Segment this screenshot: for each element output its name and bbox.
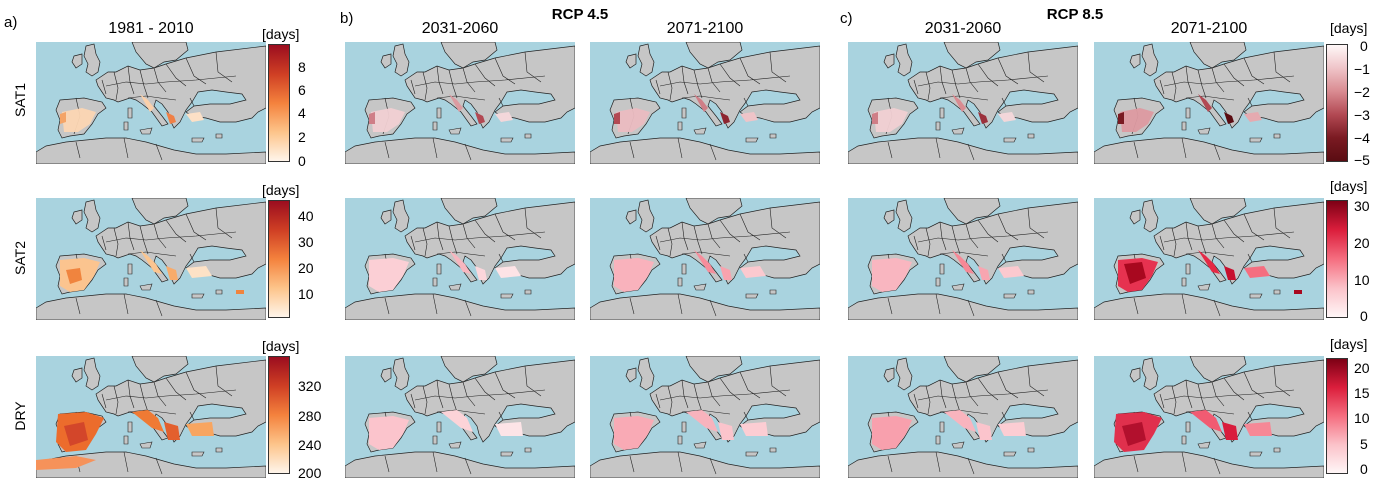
cb-baseline-sat2-ticks: 40 30 20 10 [296, 200, 336, 318]
tick-label: 20 [1354, 360, 1370, 376]
cb-change-dry-unit: [days] [1330, 336, 1368, 352]
map-dry-baseline [35, 355, 267, 483]
row-label-sat1: SAT1 [12, 83, 28, 117]
tick-label: 30 [1354, 198, 1370, 214]
col-title-baseline: 1981 - 2010 [108, 20, 194, 37]
cb-change-sat2-ticks: 30 20 10 0 [1352, 198, 1384, 324]
tick-label: −5 [1354, 152, 1370, 168]
cb-baseline-dry-unit: [days] [262, 338, 300, 354]
tick-label: 20 [1354, 235, 1370, 251]
map-sat1-baseline [35, 41, 267, 169]
map-sat2-rcp45-mid [344, 197, 576, 325]
cb-change-sat2-bar [1326, 200, 1348, 318]
tick-label: 5 [1360, 436, 1368, 452]
row-label-dry: DRY [12, 401, 28, 431]
tick-label: 2 [298, 129, 306, 145]
tick-label: 0 [1360, 308, 1368, 324]
map-sat1-rcp85-mid [847, 41, 1079, 169]
tick-label: −4 [1354, 130, 1370, 146]
rcp85-heading: RCP 8.5 [1046, 6, 1104, 23]
tick-label: 20 [298, 260, 314, 276]
cb-change-sat1-bar [1326, 44, 1348, 162]
map-dry-rcp45-mid [344, 355, 576, 483]
tick-label: 280 [298, 408, 322, 424]
tick-label: 240 [298, 437, 322, 453]
tick-label: 6 [298, 82, 306, 98]
tick-label: 15 [1354, 385, 1370, 401]
col-title-rcp45-end: 2071-2100 [666, 20, 744, 37]
tick-label: 8 [298, 59, 306, 75]
cb-baseline-sat2-bar [268, 200, 290, 318]
cb-baseline-sat2-unit: [days] [262, 182, 300, 198]
map-sat2-baseline [35, 197, 267, 325]
tick-label: 10 [1354, 410, 1370, 426]
tick-label: −2 [1354, 84, 1370, 100]
cb-change-dry-ticks: 20 15 10 5 0 [1352, 358, 1384, 477]
cb-change-sat1-ticks: 0 −1 −2 −3 −4 −5 [1352, 38, 1384, 168]
tick-label: 4 [298, 105, 306, 121]
tick-label: 200 [298, 465, 322, 481]
tick-label: 0 [298, 153, 306, 169]
map-dry-rcp45-end [589, 355, 821, 483]
tick-label: 30 [298, 234, 314, 250]
row-label-sat2: SAT2 [12, 241, 28, 275]
cb-baseline-dry-bar [268, 356, 290, 474]
tick-label: 40 [298, 208, 314, 224]
panel-b-letter: b) [340, 10, 354, 27]
map-sat2-rcp45-end [589, 197, 821, 325]
tick-label: −3 [1354, 107, 1370, 123]
map-sat1-rcp45-end [589, 41, 821, 169]
map-sat1-rcp85-end [1093, 41, 1325, 169]
map-sat2-rcp85-end [1093, 197, 1325, 325]
tick-label: 10 [298, 286, 314, 302]
map-dry-rcp85-mid [847, 355, 1079, 483]
cb-baseline-sat1-bar [268, 44, 290, 162]
map-sat1-rcp45-mid [344, 41, 576, 169]
col-title-rcp45-mid: 2031-2060 [421, 20, 499, 37]
cb-change-sat1-unit: [days] [1330, 20, 1368, 36]
cb-baseline-sat1-ticks: 8 6 4 2 0 [296, 44, 336, 169]
tick-label: 0 [1360, 461, 1368, 477]
col-title-rcp85-end: 2071-2100 [1170, 20, 1248, 37]
cb-change-dry-bar [1326, 358, 1348, 474]
tick-label: 320 [298, 378, 322, 394]
col-title-rcp85-mid: 2031-2060 [924, 20, 1002, 37]
tick-label: 10 [1354, 272, 1370, 288]
tick-label: 0 [1360, 38, 1368, 54]
cb-baseline-sat1-unit: [days] [262, 26, 300, 42]
rcp45-heading: RCP 4.5 [551, 6, 609, 23]
panel-a-letter: a) [4, 14, 18, 31]
cb-change-sat2-unit: [days] [1330, 178, 1368, 194]
map-dry-rcp85-end [1093, 355, 1325, 483]
panel-c-letter: c) [840, 10, 853, 27]
map-sat2-rcp85-mid [847, 197, 1079, 325]
tick-label: −1 [1354, 61, 1370, 77]
cb-baseline-dry-ticks: 320 280 240 200 [296, 356, 336, 481]
